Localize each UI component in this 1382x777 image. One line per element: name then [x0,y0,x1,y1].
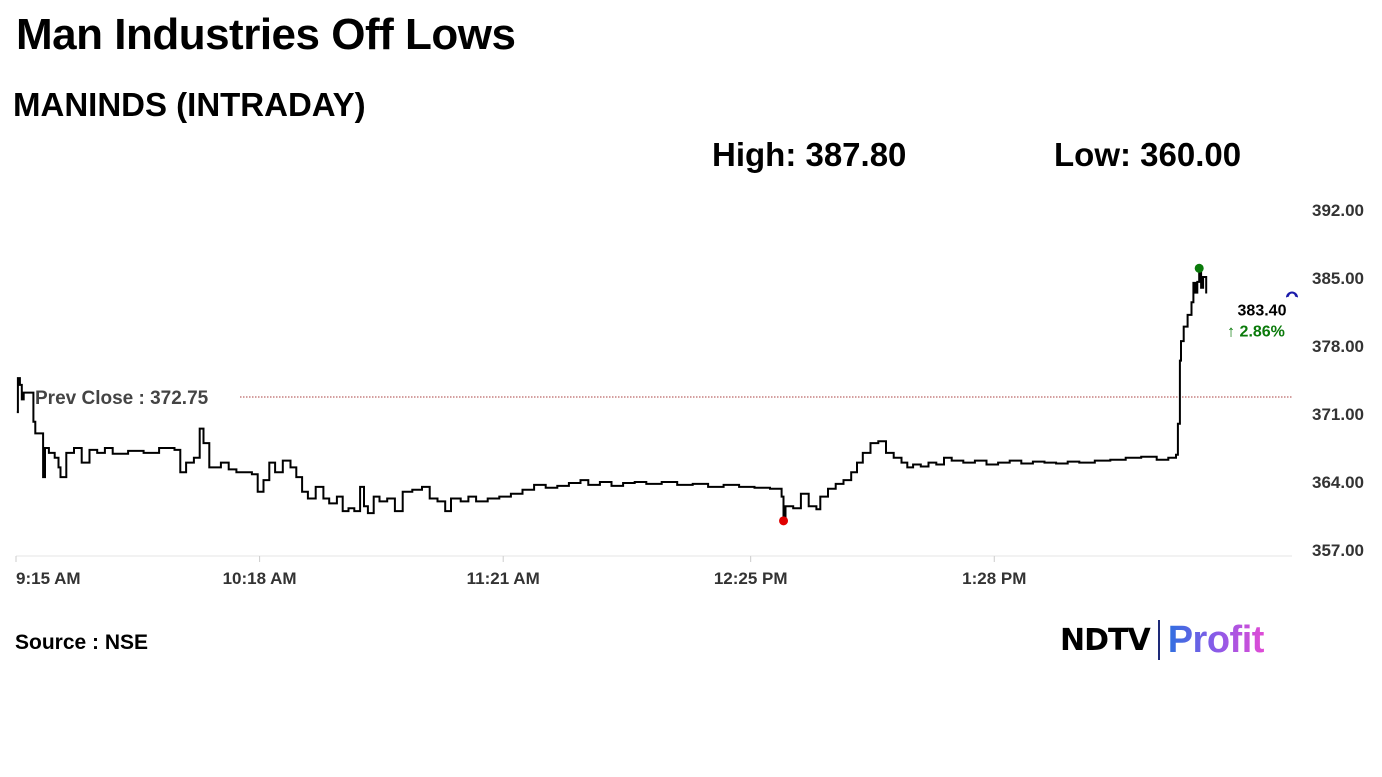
high-point-marker [1194,263,1204,273]
source-label: Source : NSE [15,631,149,654]
last-price-label: 383.40 [1238,303,1287,320]
x-tick-label: 9:15 AM [16,569,81,588]
x-tick-label: 1:28 PM [962,569,1026,588]
prev-close-label: Prev Close : 372.75 [35,388,209,409]
high-value: High: 387.80 [712,136,907,173]
y-tick-label: 371.00 [1312,405,1364,424]
last-price-marker [1286,291,1298,298]
change-percent-label: ↑ 2.86% [1227,324,1285,341]
y-tick-label: 364.00 [1312,473,1364,492]
y-tick-label: 378.00 [1312,337,1364,356]
y-tick-label: 357.00 [1312,541,1364,560]
price-line [16,267,1208,519]
intraday-line-chart: 9:15 AM 10:18 AM 11:21 AM 12:25 PM 1:28 PM 39… [15,201,1364,588]
y-tick-label: 392.00 [1312,201,1364,220]
x-tick-label: 11:21 AM [467,569,540,588]
chart-subtitle: MANINDS (INTRADAY) [13,86,366,123]
ndtv-logo-text: NDTV [1060,622,1151,658]
logo-divider [1157,620,1160,660]
ndtv-profit-logo: NDTV Profit [1060,618,1264,662]
x-tick-label: 10:18 AM [223,569,297,588]
x-tick-label: 12:25 PM [714,569,788,588]
low-point-marker [779,516,789,526]
profit-logo-text: Profit [1167,618,1265,661]
y-tick-label: 385.00 [1312,269,1364,288]
chart-title: Man Industries Off Lows [16,10,516,59]
low-value: Low: 360.00 [1054,136,1242,173]
